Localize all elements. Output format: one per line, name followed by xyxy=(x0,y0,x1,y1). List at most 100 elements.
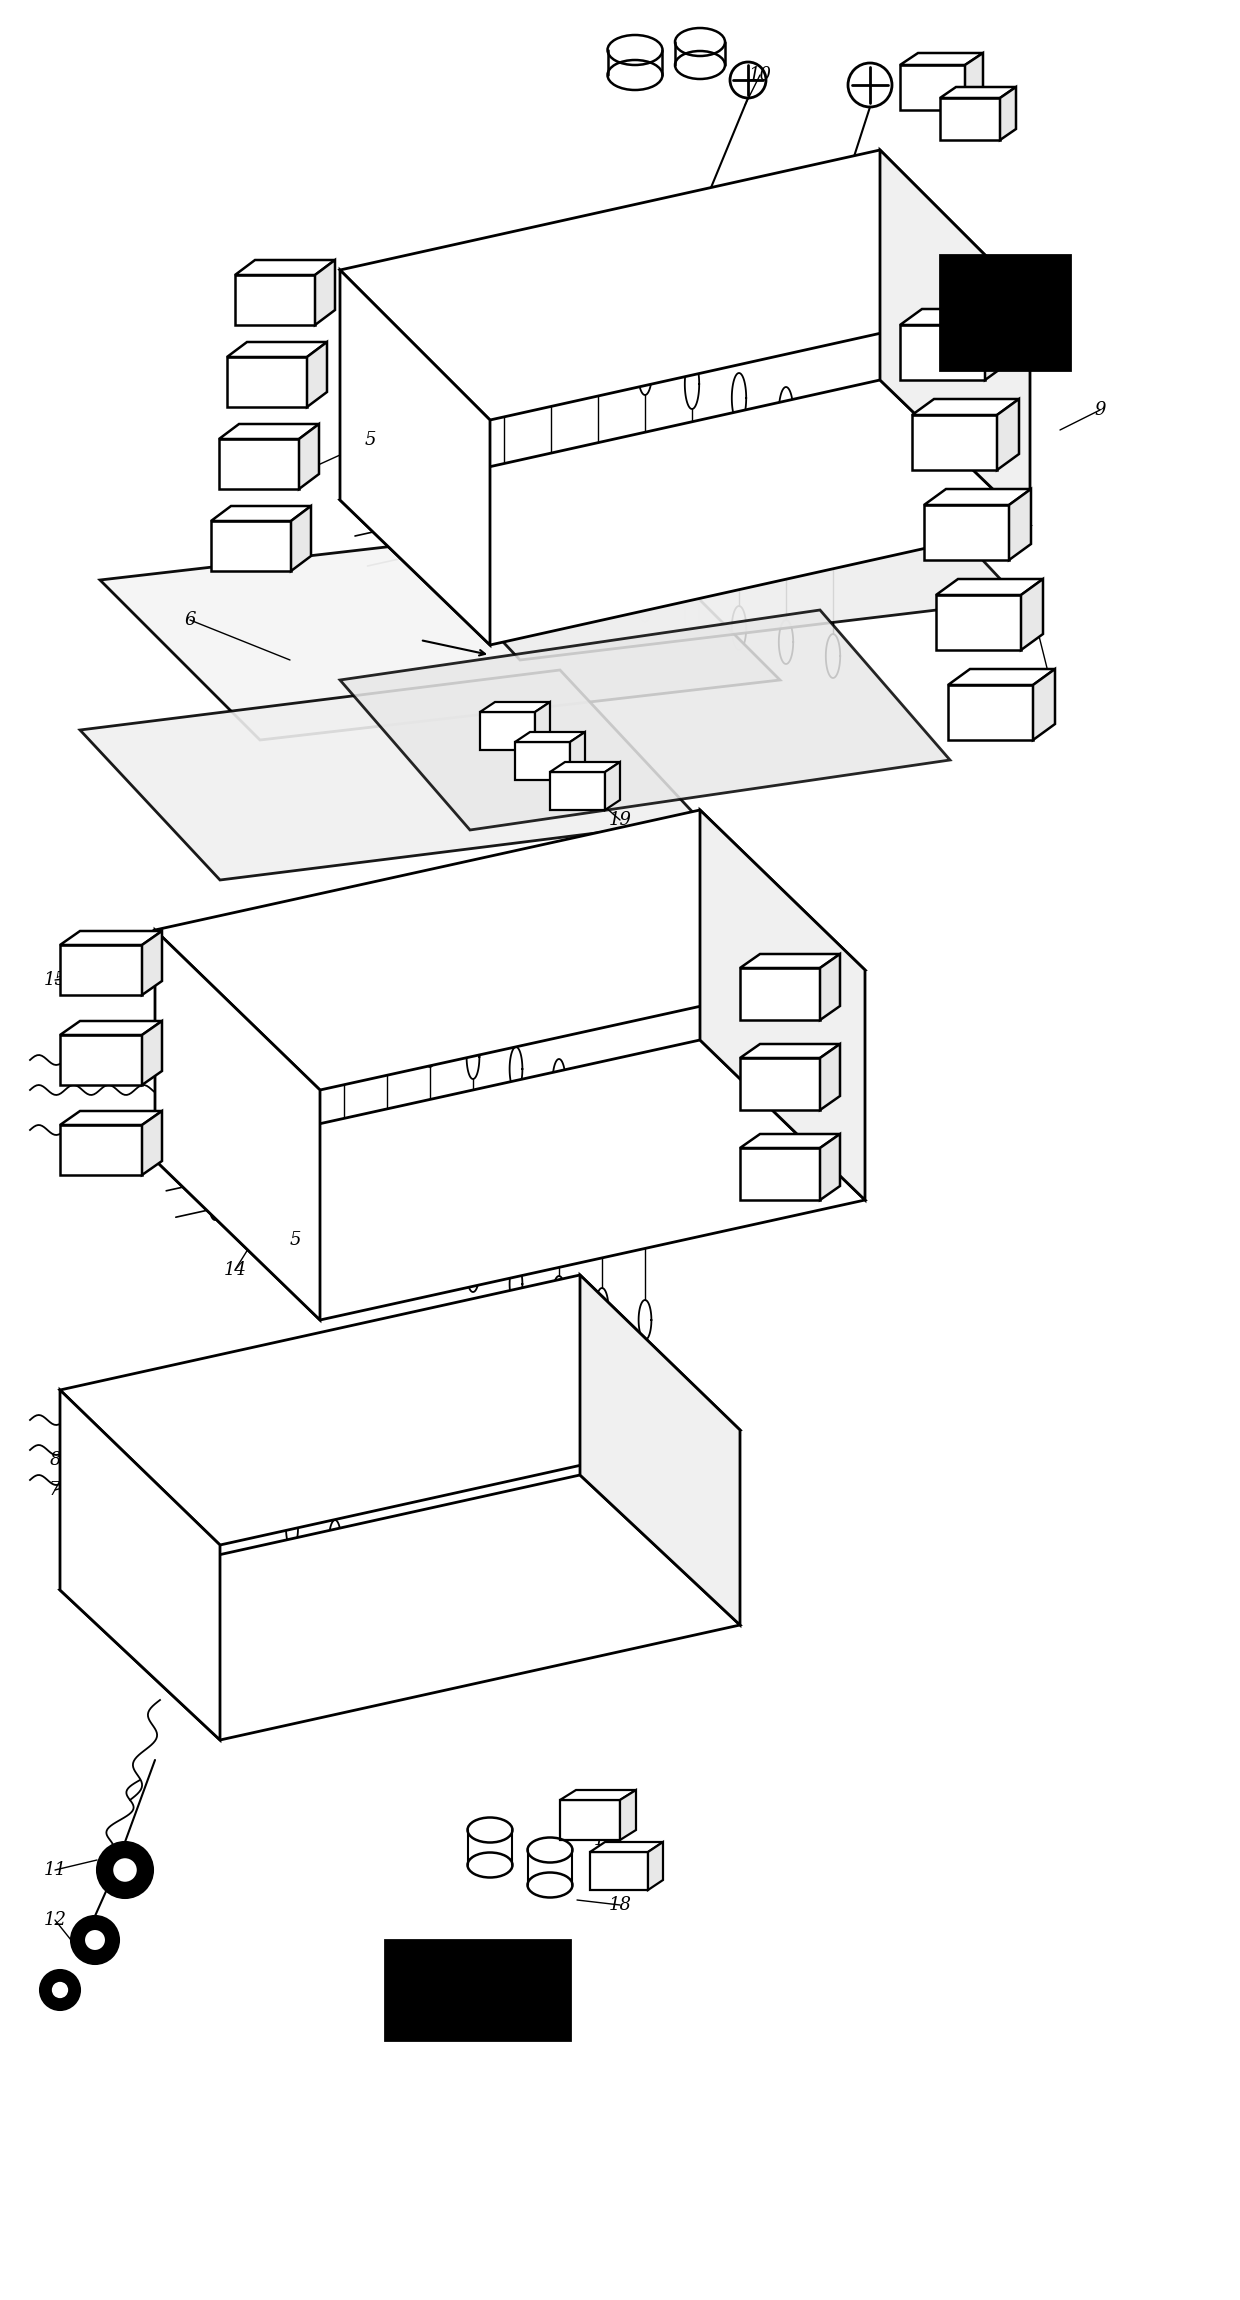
Polygon shape xyxy=(940,87,1016,99)
Polygon shape xyxy=(155,810,866,1090)
Polygon shape xyxy=(940,255,1070,370)
Polygon shape xyxy=(60,932,162,945)
Polygon shape xyxy=(236,260,335,276)
Text: 18: 18 xyxy=(609,1895,631,1914)
Polygon shape xyxy=(820,954,839,1019)
Text: 6: 6 xyxy=(185,612,196,628)
Polygon shape xyxy=(900,324,985,380)
Polygon shape xyxy=(924,490,1030,506)
Polygon shape xyxy=(820,1044,839,1111)
Polygon shape xyxy=(236,276,315,324)
Text: 10: 10 xyxy=(749,67,771,85)
Circle shape xyxy=(113,1858,138,1884)
Polygon shape xyxy=(936,580,1043,596)
Polygon shape xyxy=(81,669,701,881)
Text: 4: 4 xyxy=(1044,672,1055,690)
Polygon shape xyxy=(940,99,999,140)
Polygon shape xyxy=(740,1134,839,1148)
Polygon shape xyxy=(880,150,1030,524)
Polygon shape xyxy=(911,398,1019,414)
Polygon shape xyxy=(480,702,551,713)
Polygon shape xyxy=(900,308,1007,324)
Text: 2: 2 xyxy=(74,1056,86,1074)
Polygon shape xyxy=(291,506,311,570)
Polygon shape xyxy=(384,1939,570,2040)
Polygon shape xyxy=(560,1789,636,1801)
Circle shape xyxy=(84,1930,105,1950)
Polygon shape xyxy=(60,1474,740,1741)
Polygon shape xyxy=(227,343,327,356)
Polygon shape xyxy=(1021,580,1043,651)
Text: 8: 8 xyxy=(50,1451,61,1470)
Text: 16: 16 xyxy=(594,1831,616,1849)
Polygon shape xyxy=(949,669,1055,685)
Polygon shape xyxy=(370,439,1021,660)
Polygon shape xyxy=(480,713,534,750)
Polygon shape xyxy=(820,1134,839,1201)
Polygon shape xyxy=(997,398,1019,469)
Polygon shape xyxy=(911,414,997,469)
Polygon shape xyxy=(580,1274,740,1626)
Circle shape xyxy=(51,1980,69,1999)
Polygon shape xyxy=(740,1044,839,1058)
Polygon shape xyxy=(60,1274,740,1546)
Text: 13: 13 xyxy=(978,101,1002,120)
Circle shape xyxy=(40,1971,81,2010)
Text: 19: 19 xyxy=(609,812,631,828)
Polygon shape xyxy=(515,743,570,780)
Polygon shape xyxy=(551,761,620,773)
Polygon shape xyxy=(143,932,162,996)
Polygon shape xyxy=(340,269,490,644)
Polygon shape xyxy=(649,1842,663,1891)
Text: 12: 12 xyxy=(43,1911,67,1930)
Polygon shape xyxy=(590,1842,663,1852)
Text: 11: 11 xyxy=(43,1861,67,1879)
Polygon shape xyxy=(560,1801,620,1840)
Polygon shape xyxy=(740,968,820,1019)
Polygon shape xyxy=(740,1148,820,1201)
Polygon shape xyxy=(1009,490,1030,559)
Polygon shape xyxy=(155,1040,866,1320)
Polygon shape xyxy=(949,685,1033,741)
Polygon shape xyxy=(701,810,866,1201)
Polygon shape xyxy=(340,610,950,830)
Text: 3: 3 xyxy=(784,1175,796,1194)
Polygon shape xyxy=(100,520,780,741)
Polygon shape xyxy=(155,929,320,1320)
Polygon shape xyxy=(515,731,585,743)
Polygon shape xyxy=(1033,669,1055,741)
Polygon shape xyxy=(143,1111,162,1175)
Text: 9: 9 xyxy=(1094,400,1106,419)
Polygon shape xyxy=(590,1852,649,1891)
Polygon shape xyxy=(340,380,1030,644)
Polygon shape xyxy=(299,423,319,490)
Polygon shape xyxy=(308,343,327,407)
Circle shape xyxy=(71,1916,119,1964)
Polygon shape xyxy=(936,596,1021,651)
Text: 7: 7 xyxy=(50,1481,61,1500)
Polygon shape xyxy=(219,423,319,439)
Polygon shape xyxy=(534,702,551,750)
Text: 5: 5 xyxy=(289,1230,301,1249)
Polygon shape xyxy=(211,506,311,522)
Text: 14: 14 xyxy=(223,1260,247,1279)
Polygon shape xyxy=(740,954,839,968)
Text: 1: 1 xyxy=(279,472,290,490)
Text: 5: 5 xyxy=(365,430,376,449)
Polygon shape xyxy=(900,64,965,110)
Text: 17: 17 xyxy=(609,1861,631,1879)
Polygon shape xyxy=(143,1021,162,1086)
Polygon shape xyxy=(985,308,1007,380)
Polygon shape xyxy=(60,1125,143,1175)
Polygon shape xyxy=(60,945,143,996)
Polygon shape xyxy=(340,150,1030,421)
Circle shape xyxy=(97,1842,153,1898)
Polygon shape xyxy=(227,356,308,407)
Polygon shape xyxy=(740,1058,820,1111)
Text: 15: 15 xyxy=(43,971,67,989)
Polygon shape xyxy=(900,53,983,64)
Polygon shape xyxy=(60,1035,143,1086)
Polygon shape xyxy=(219,439,299,490)
Polygon shape xyxy=(924,506,1009,559)
Polygon shape xyxy=(551,773,605,810)
